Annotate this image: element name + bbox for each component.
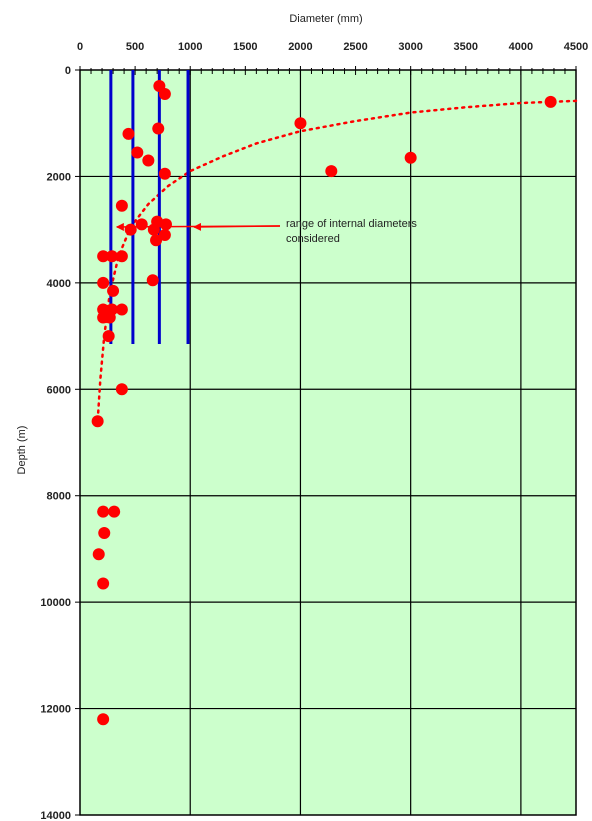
data-point xyxy=(98,526,111,539)
data-point xyxy=(325,165,338,178)
x-tick-label: 3500 xyxy=(454,41,478,53)
x-tick-label: 3000 xyxy=(398,41,422,53)
y-tick-label: 10000 xyxy=(40,597,71,609)
y-tick-label: 8000 xyxy=(47,491,71,503)
x-tick-label: 4000 xyxy=(509,41,533,53)
data-point xyxy=(124,223,137,236)
data-point xyxy=(102,330,115,343)
data-point xyxy=(115,303,128,316)
x-tick-label: 1500 xyxy=(233,41,257,53)
x-tick-label: 2000 xyxy=(288,41,312,53)
data-point xyxy=(142,154,155,167)
data-points xyxy=(91,79,557,726)
y-tick-label: 6000 xyxy=(47,384,71,396)
y-tick-label: 12000 xyxy=(40,704,71,716)
data-point xyxy=(115,250,128,263)
data-point xyxy=(105,250,118,263)
annotation: range of internal diameters considered xyxy=(115,218,417,245)
data-point xyxy=(97,577,110,590)
x-tick-label: 1000 xyxy=(178,41,202,53)
data-point xyxy=(158,87,171,100)
data-point xyxy=(103,311,116,324)
y-axis-title: Depth (m) xyxy=(16,426,28,475)
data-point xyxy=(97,713,110,726)
data-point xyxy=(152,122,165,135)
data-point xyxy=(115,383,128,396)
data-point xyxy=(294,117,307,130)
data-point xyxy=(131,146,144,159)
data-point xyxy=(544,95,557,108)
data-point xyxy=(92,548,105,561)
data-point xyxy=(158,167,171,180)
data-point xyxy=(108,505,121,518)
y-tick-label: 4000 xyxy=(47,278,71,290)
data-point xyxy=(159,218,172,231)
data-point xyxy=(404,151,417,164)
data-point xyxy=(115,199,128,212)
x-axis-title: Diameter (mm) xyxy=(289,13,362,25)
annotation-arrow xyxy=(193,222,281,231)
plot-area xyxy=(79,69,577,816)
data-point xyxy=(147,223,160,236)
data-point xyxy=(97,505,110,518)
data-point xyxy=(146,274,159,287)
data-point xyxy=(97,250,110,263)
data-point xyxy=(91,415,104,428)
y-tick-label: 0 xyxy=(65,65,71,77)
data-point xyxy=(135,218,148,231)
y-axis-ticks: 0 2000 4000 6000 8000 10000 12000 14000 xyxy=(40,65,80,821)
x-tick-label: 0 xyxy=(77,41,83,53)
data-point xyxy=(97,276,110,289)
annotation-text-line: range of internal diameters xyxy=(286,218,417,230)
x-tick-label: 2500 xyxy=(343,41,367,53)
diameter-range-lines xyxy=(109,70,190,345)
x-axis-ticks: 0 500 1000 1500 2000 2500 3000 3500 4000 4500 xyxy=(77,41,588,75)
y-tick-label: 2000 xyxy=(47,171,71,183)
data-point xyxy=(158,228,171,241)
grid xyxy=(80,70,576,815)
x-tick-label: 4500 xyxy=(564,41,588,53)
annotation-text-line: considered xyxy=(286,233,340,245)
data-point xyxy=(107,284,120,297)
data-point xyxy=(150,234,163,247)
data-point xyxy=(122,127,135,140)
y-tick-label: 14000 xyxy=(40,810,71,821)
x-tick-label: 500 xyxy=(126,41,144,53)
